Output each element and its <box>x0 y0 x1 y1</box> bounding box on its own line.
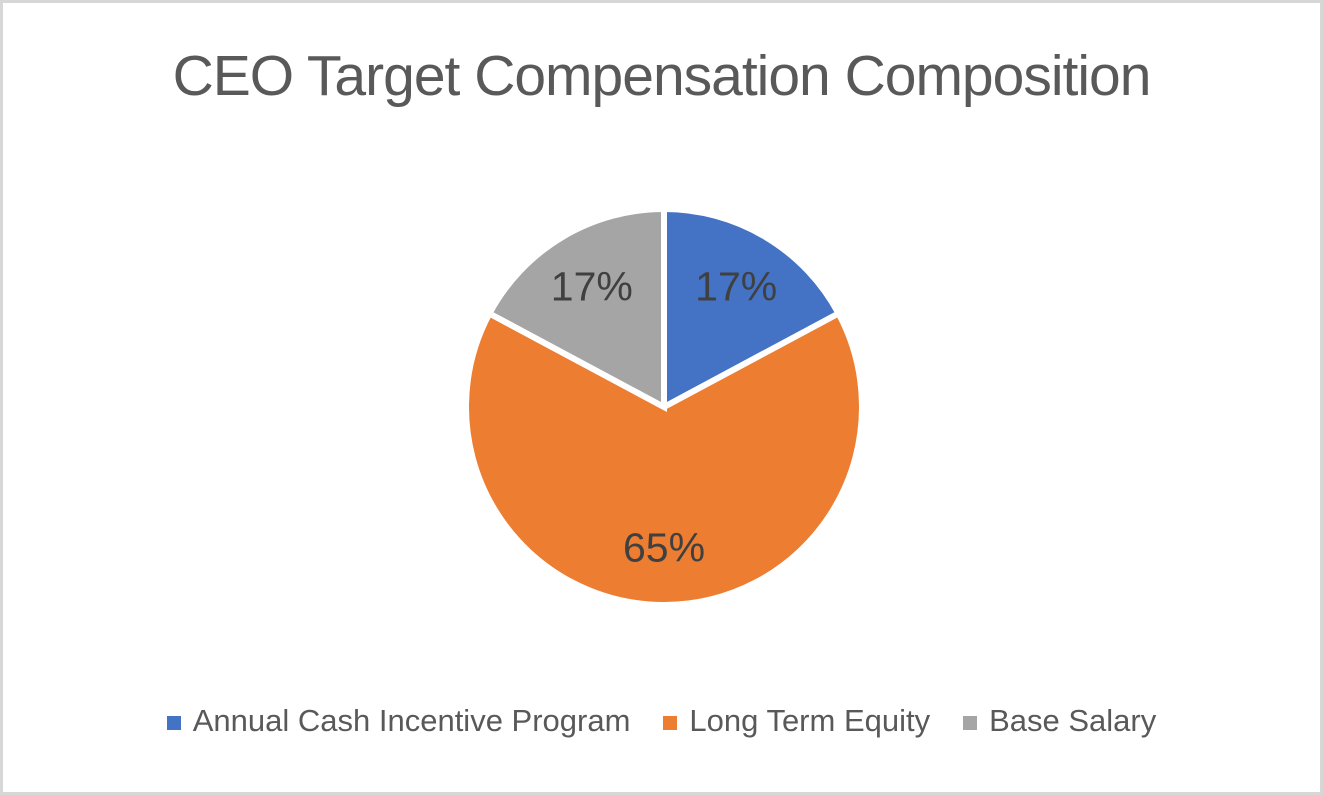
pie-slice-2[interactable] <box>463 309 865 608</box>
legend-label: Long Term Equity <box>689 703 931 738</box>
legend-label: Annual Cash Incentive Program <box>192 703 631 738</box>
legend-marker-square-icon <box>663 715 678 730</box>
pie-slice-1[interactable] <box>661 205 843 413</box>
legend: Annual Cash Incentive Program Long Term … <box>3 703 1320 739</box>
pie-data-label-1: 17% <box>695 263 777 309</box>
pie-slice-3[interactable] <box>485 205 667 413</box>
pie-chart: 17% 65% 17% <box>463 205 865 608</box>
chart-title: CEO Target Compensation Composition <box>172 44 1152 108</box>
legend-item-long-term-equity[interactable]: Long Term Equity <box>663 703 930 739</box>
pie-data-label-3: 17% <box>551 263 633 309</box>
legend-item-annual-cash-incentive-program[interactable]: Annual Cash Incentive Program <box>166 703 631 739</box>
legend-marker-square-icon <box>166 715 181 730</box>
legend-marker-square-icon <box>963 715 978 730</box>
legend-label: Base Salary <box>989 703 1157 738</box>
pie-data-label-2: 65% <box>623 525 705 571</box>
legend-item-base-salary[interactable]: Base Salary <box>963 703 1156 739</box>
